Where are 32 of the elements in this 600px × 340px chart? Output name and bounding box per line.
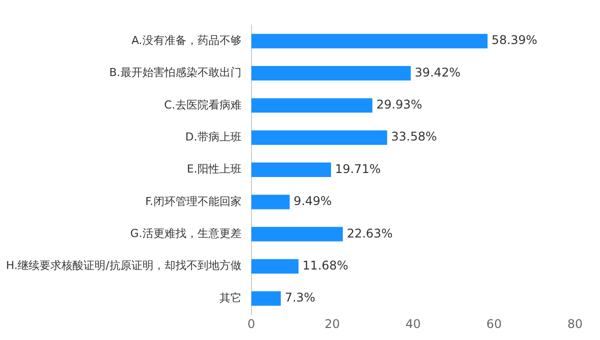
bar (251, 162, 332, 178)
x-tick-label: 40 (406, 316, 421, 331)
bar (251, 98, 372, 113)
data-label: 22.63% (346, 226, 393, 240)
data-label: 19.71% (335, 162, 381, 176)
data-label: 58.39% (492, 33, 538, 48)
y-tick-label: 其它 (219, 291, 242, 304)
bar (251, 291, 281, 306)
data-label: 39.42% (414, 65, 461, 80)
y-tick-label: D.带病上班 (185, 130, 242, 144)
y-tick-label: H.继续要求核酸证明/抗原证明，却找不到地方做 (6, 259, 242, 272)
bar (251, 66, 411, 81)
y-tick-label: G.活更难找，生意更差 (130, 227, 242, 240)
bar (251, 259, 299, 274)
y-tick-label: F.闭环管理不能回家 (145, 194, 242, 208)
bar (251, 226, 343, 242)
x-tick-label: 60 (486, 316, 502, 331)
data-label: 9.49% (294, 194, 332, 208)
y-tick-label: E.阳性上班 (186, 162, 242, 176)
x-tick-label: 20 (324, 316, 340, 331)
data-label: 29.93% (376, 98, 422, 112)
bar (251, 130, 388, 145)
data-label: 33.58% (391, 130, 437, 144)
x-tick-label: 0 (247, 316, 256, 331)
bar (251, 34, 488, 48)
bar (251, 194, 290, 210)
data-label: 7.3% (284, 290, 316, 305)
y-tick-label: A.没有准备，药品不够 (131, 34, 242, 47)
data-label: 11.68% (302, 258, 348, 272)
x-tick-label: 80 (567, 316, 583, 331)
y-tick-label: C.去医院看病难 (164, 98, 242, 112)
y-tick-label: B.最开始害怕感染不敢出门 (109, 66, 242, 80)
